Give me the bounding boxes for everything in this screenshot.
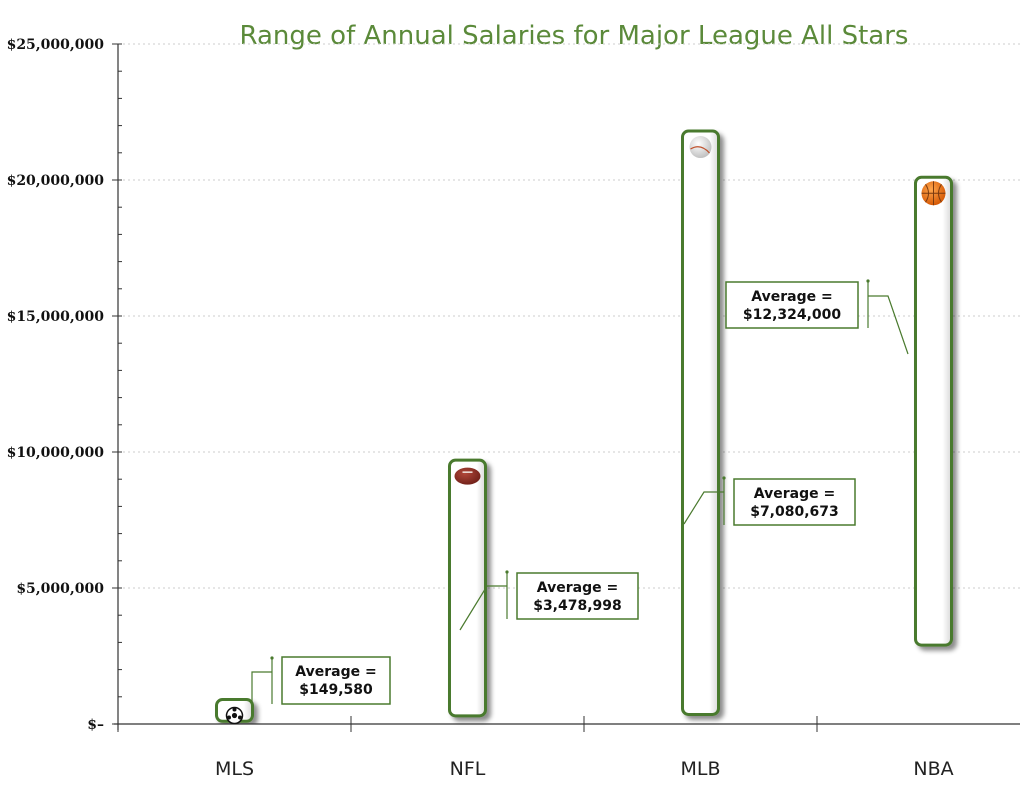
y-tick-label: $25,000,000 <box>7 37 105 53</box>
callout-value: $149,580 <box>299 682 373 698</box>
ball-seam <box>690 146 710 154</box>
callout-dot <box>866 279 870 283</box>
range-bar-nba <box>914 175 953 647</box>
y-tick-label: $20,000,000 <box>7 173 105 189</box>
ball-patch <box>232 707 237 712</box>
callout-label: Average = <box>751 289 832 305</box>
y-tick-label: $5,000,000 <box>16 581 104 597</box>
callout-leader <box>459 585 507 631</box>
callout-leader <box>868 295 909 355</box>
average-callout-nba: Average = $12,324,000 <box>725 279 909 355</box>
x-axis: MLS NFL MLB NBA <box>114 716 1020 780</box>
soccer-ball-icon <box>225 706 244 725</box>
callout-value: $3,478,998 <box>533 598 622 614</box>
callout-box <box>516 572 639 620</box>
callout-box <box>281 656 391 705</box>
callout-dot <box>505 570 509 574</box>
ball-patch <box>238 715 242 720</box>
range-bar <box>681 129 720 716</box>
chart-title: Range of Annual Salaries for Major Leagu… <box>240 21 909 51</box>
callout-box <box>725 281 859 329</box>
range-bars <box>215 129 953 725</box>
ball-body <box>454 467 481 485</box>
y-tick-label: $– <box>87 717 104 733</box>
callout-box <box>733 478 856 526</box>
average-callout-mlb: Average = $7,080,673 <box>683 476 856 526</box>
x-tick-label: NFL <box>450 758 486 780</box>
y-tick-label: $10,000,000 <box>7 445 105 461</box>
y-axis: $25,000,000 $20,000,000 $15,000,000 $10,000… <box>7 37 122 733</box>
average-callout-mls: Average = $149,580 <box>251 656 391 705</box>
x-tick-label: NBA <box>913 758 953 780</box>
ball-lines <box>921 181 946 206</box>
ball-patch <box>227 715 231 720</box>
callout-value: $7,080,673 <box>750 504 839 520</box>
baseball-icon <box>689 136 712 159</box>
callout-value: $12,324,000 <box>743 307 842 323</box>
callout-leader <box>683 491 724 525</box>
gridlines <box>118 43 1020 589</box>
callout-label: Average = <box>754 486 835 502</box>
football-icon <box>454 467 481 485</box>
callout-dot <box>722 476 726 480</box>
callout-dot <box>270 656 274 660</box>
y-tick-label: $15,000,000 <box>7 309 105 325</box>
average-callout-nfl: Average = $3,478,998 <box>459 570 639 631</box>
range-bar-mlb <box>681 129 720 716</box>
range-bar <box>914 175 953 647</box>
range-bar-mls <box>215 698 254 725</box>
callout-leader <box>251 671 272 702</box>
x-tick-label: MLB <box>680 758 720 780</box>
callout-label: Average = <box>295 664 376 680</box>
ball-patch <box>231 712 238 719</box>
x-tick-label: MLS <box>215 758 254 780</box>
range-bar <box>448 458 487 718</box>
basketball-icon <box>921 181 946 206</box>
range-bar-nfl <box>448 458 487 718</box>
callout-label: Average = <box>537 580 618 596</box>
